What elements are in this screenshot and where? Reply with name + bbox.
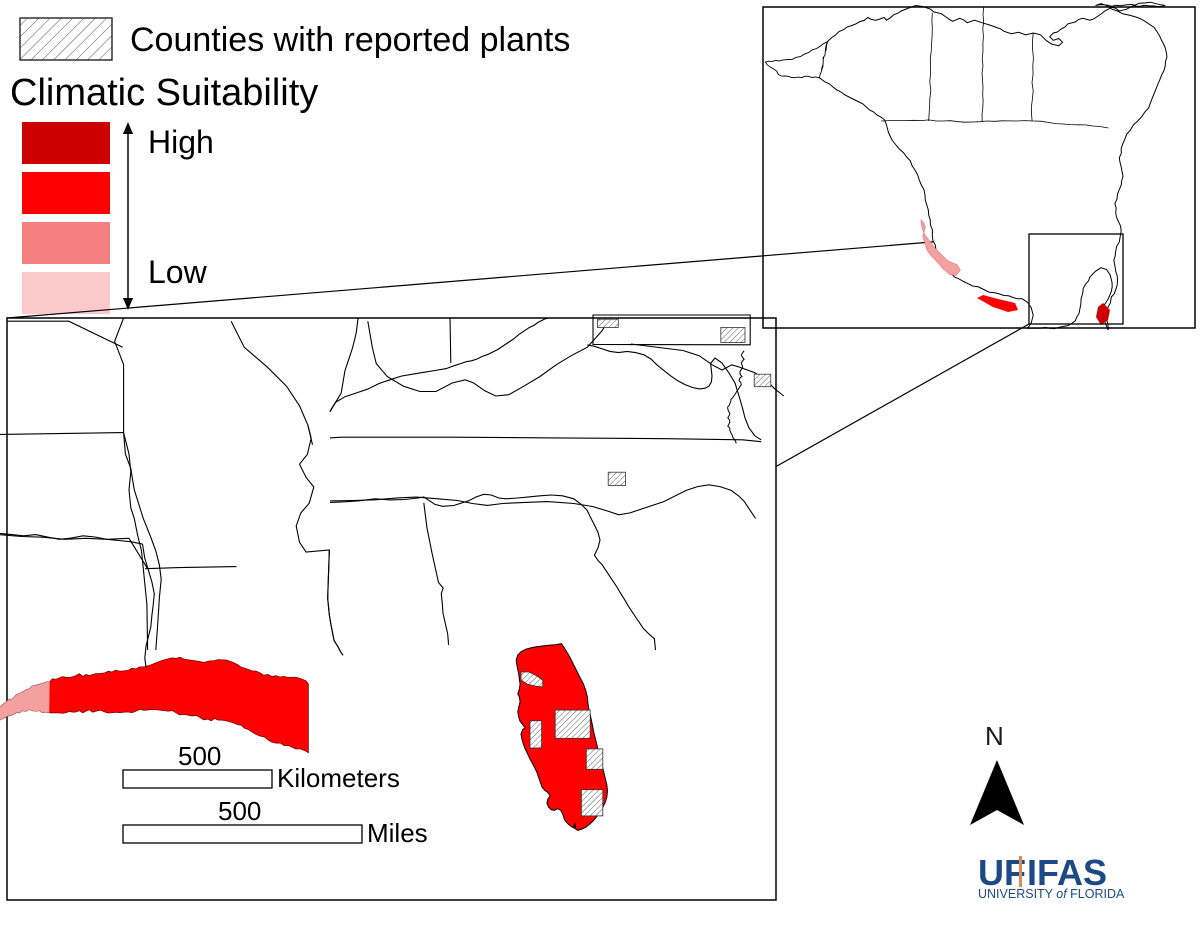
svg-text:500: 500 [218, 796, 261, 826]
svg-text:Climatic Suitability: Climatic Suitability [10, 72, 318, 114]
svg-text:High: High [148, 124, 214, 160]
svg-text:UNIVERSITY of FLORIDA: UNIVERSITY of FLORIDA [978, 887, 1125, 901]
svg-text:N: N [985, 721, 1004, 751]
svg-text:Kilometers: Kilometers [277, 763, 400, 793]
svg-text:500: 500 [178, 741, 221, 771]
svg-text:Counties with reported plants: Counties with reported plants [130, 21, 570, 59]
svg-text:Miles: Miles [367, 818, 428, 848]
svg-text:Low: Low [148, 254, 208, 290]
